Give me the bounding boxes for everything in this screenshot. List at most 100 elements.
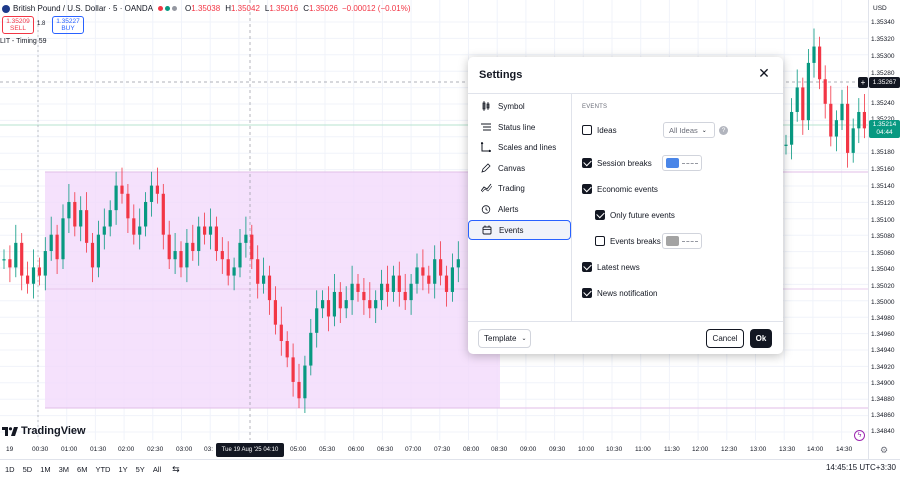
latest-news-row[interactable]: Latest news xyxy=(582,262,640,272)
time-tick: 03:00 xyxy=(176,446,193,453)
nav-item-canvas[interactable]: Canvas xyxy=(468,158,571,178)
range-6m[interactable]: 6M xyxy=(77,465,88,474)
candle-body xyxy=(20,242,24,276)
nav-item-alerts[interactable]: Alerts xyxy=(468,199,571,219)
ideas-row[interactable]: Ideas xyxy=(582,125,617,135)
gbp-flag-icon xyxy=(2,4,10,13)
candle-body xyxy=(256,259,260,284)
news-notification-row[interactable]: News notification xyxy=(582,288,657,298)
events-breaks-checkbox[interactable] xyxy=(595,236,605,246)
close-icon[interactable]: ✕ xyxy=(758,65,770,81)
cancel-button[interactable]: Cancel xyxy=(706,329,744,348)
only-future-row[interactable]: Only future events xyxy=(595,210,675,220)
range-1y[interactable]: 1Y xyxy=(118,465,128,474)
template-dropdown[interactable]: Template ⌄ xyxy=(478,329,531,348)
only-future-checkbox[interactable] xyxy=(595,210,605,220)
currency-label[interactable]: USD xyxy=(873,5,887,12)
time-tick: 06:30 xyxy=(377,446,394,453)
logo-text: TradingView xyxy=(21,425,86,437)
candle-body xyxy=(73,201,77,227)
range-5d[interactable]: 5D xyxy=(22,465,33,474)
crosshair-time-date: Tue 19 Aug '25 xyxy=(221,447,262,453)
candle-body xyxy=(291,357,295,382)
date-range-icon[interactable]: ⇆ xyxy=(172,464,180,474)
color-swatch[interactable] xyxy=(666,158,679,168)
candle-body xyxy=(90,242,95,268)
candle-body xyxy=(155,185,159,194)
price-chart[interactable] xyxy=(0,0,868,440)
candle-body xyxy=(368,300,372,309)
price-axis[interactable] xyxy=(868,0,900,459)
price-tick: 1.34860 xyxy=(871,412,895,419)
price-tick: 1.35300 xyxy=(871,53,895,60)
candle-body xyxy=(37,267,41,276)
help-icon[interactable]: ? xyxy=(719,126,728,135)
sell-label: SELL xyxy=(10,25,26,32)
range-5y[interactable]: 5Y xyxy=(135,465,145,474)
range-1m[interactable]: 1M xyxy=(40,465,51,474)
ideas-select[interactable]: All Ideas ⌄ xyxy=(663,122,715,138)
nav-item-events[interactable]: Events xyxy=(468,220,571,240)
ohlc-change: −0.00012 (−0.01%) xyxy=(341,4,411,13)
ohlc-close-label: C xyxy=(303,4,310,13)
news-notification-checkbox[interactable] xyxy=(582,288,592,298)
add-alert-icon[interactable]: + xyxy=(858,77,868,88)
events-breaks-label: Events breaks xyxy=(610,236,661,246)
session-breaks-checkbox[interactable] xyxy=(582,158,592,168)
candle-body xyxy=(114,185,118,211)
spread-value: 1.8 xyxy=(37,21,46,27)
candle-body xyxy=(79,210,83,227)
color-swatch[interactable] xyxy=(666,236,679,246)
nav-label: Events xyxy=(499,225,524,235)
session-breaks-row[interactable]: Session breaks xyxy=(582,158,652,168)
range-1d[interactable]: 1D xyxy=(5,465,15,474)
ohlc-high-label: H xyxy=(225,4,231,13)
range-all[interactable]: All xyxy=(152,465,162,474)
events-breaks-row[interactable]: Events breaks xyxy=(595,236,661,246)
session-breaks-label: Session breaks xyxy=(597,158,652,168)
lines-icon xyxy=(480,121,492,133)
ideas-checkbox[interactable] xyxy=(582,125,592,135)
price-tick: 1.35040 xyxy=(871,266,895,273)
candle-body xyxy=(197,226,201,252)
sell-price: 1.35209 xyxy=(6,18,30,25)
symbol-title[interactable]: British Pound / U.S. Dollar · 5 · OANDA xyxy=(13,4,154,13)
candle-body xyxy=(795,87,799,112)
nav-item-trading[interactable]: Trading xyxy=(468,178,571,198)
ohlc-open-label: O xyxy=(185,4,192,13)
candle-body xyxy=(439,259,443,276)
range-3m[interactable]: 3M xyxy=(58,465,70,474)
line-style-dashed[interactable] xyxy=(682,240,698,242)
candle-body xyxy=(232,267,236,276)
nav-item-status-line[interactable]: Status line xyxy=(468,117,571,137)
price-tick: 1.35060 xyxy=(871,250,895,257)
gear-icon[interactable]: ⚙ xyxy=(880,445,889,455)
buy-button[interactable]: 1.35227 BUY xyxy=(52,16,84,34)
session-breaks-style[interactable] xyxy=(662,155,702,171)
economic-events-row[interactable]: Economic events xyxy=(582,184,658,194)
ok-button[interactable]: Ok xyxy=(750,329,772,348)
nav-item-scales-and-lines[interactable]: Scales and lines xyxy=(468,137,571,157)
sell-button[interactable]: 1.35209 SELL xyxy=(2,16,34,34)
candle-body xyxy=(132,218,136,235)
lightning-icon[interactable]: ϟ xyxy=(854,430,865,441)
ohlc-open-value: 1.35038 xyxy=(191,4,221,13)
last-price-badge: 1.35214 04:44 xyxy=(869,120,900,138)
nav-item-symbol[interactable]: Symbol xyxy=(468,96,571,116)
line-style-dashed[interactable] xyxy=(682,162,698,164)
range-ytd[interactable]: YTD xyxy=(95,465,111,474)
candle-body xyxy=(332,291,336,317)
candle-body xyxy=(851,128,855,153)
time-tick: 11:30 xyxy=(664,446,680,453)
latest-news-label: Latest news xyxy=(597,262,640,272)
candle-body xyxy=(203,226,207,235)
events-breaks-style[interactable] xyxy=(662,233,702,249)
alarm-icon xyxy=(480,203,492,215)
candle-body xyxy=(374,300,378,309)
clock-timezone[interactable]: 14:45:15 UTC+3:30 xyxy=(825,463,896,472)
time-tick: 08:00 xyxy=(463,446,480,453)
time-tick: 12:00 xyxy=(692,446,709,453)
indicator-legend[interactable]: LIT - Timing 59 xyxy=(0,38,47,45)
latest-news-checkbox[interactable] xyxy=(582,262,592,272)
economic-events-checkbox[interactable] xyxy=(582,184,592,194)
